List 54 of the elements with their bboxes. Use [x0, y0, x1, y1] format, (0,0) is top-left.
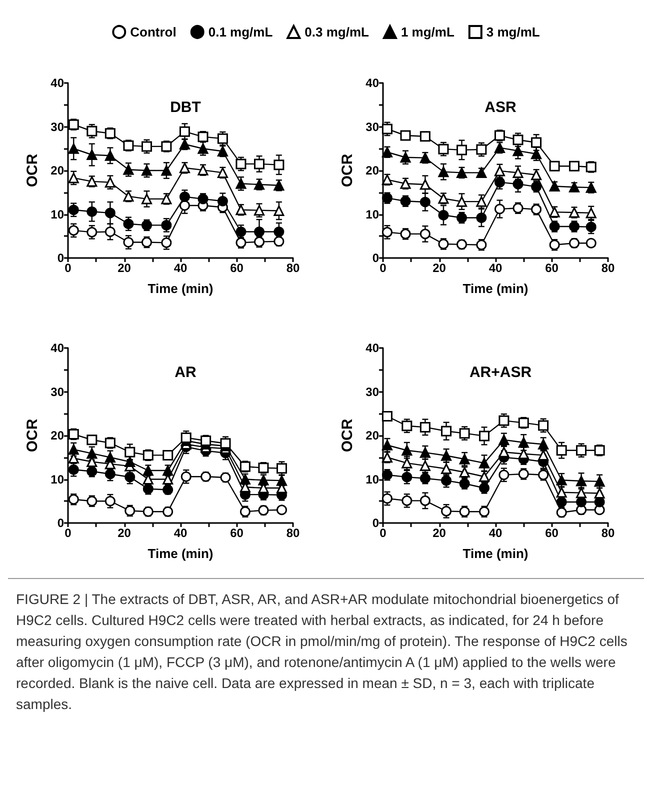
x-axis-title: Time (min) — [148, 546, 214, 561]
y-tick-label: 20 — [50, 164, 64, 178]
text: DBT — [170, 99, 201, 116]
x-tick-label: 20 — [118, 261, 132, 275]
y-tick-label: 10 — [366, 472, 380, 486]
y-tick-label: 30 — [50, 120, 64, 134]
y-tick-label: 10 — [366, 207, 380, 222]
text: ASR — [484, 99, 516, 116]
y-axis-title: OCR — [24, 418, 41, 452]
x-tick-label: 60 — [230, 261, 244, 275]
x-tick-label: 20 — [118, 526, 132, 540]
x-axis-title: Time (min) — [462, 546, 528, 561]
x-tick-label: 40 — [174, 261, 188, 275]
x-tick-label: 60 — [230, 526, 244, 540]
y-tick-label: 20 — [366, 164, 380, 178]
legend-label: Control — [130, 24, 176, 40]
y-tick-label: 10 — [50, 207, 64, 222]
x-tick-label: 80 — [601, 526, 615, 540]
y-tick-label: 10 — [50, 472, 64, 486]
y-tick-label: 40 — [366, 341, 380, 355]
y-axis-title: OCR — [24, 154, 41, 188]
x-tick-label: 60 — [545, 526, 559, 540]
y-tick-label: 20 — [50, 428, 64, 442]
y-tick-label: 0 — [57, 251, 64, 265]
y-tick-label: 0 — [372, 516, 380, 530]
x-tick-label: 40 — [488, 526, 502, 540]
y-tick-label: 0 — [372, 251, 380, 265]
x-tick-label: 40 — [488, 261, 502, 275]
legend-label: 3 mg/mL — [486, 24, 540, 40]
y-tick-label: 40 — [50, 76, 64, 90]
x-tick-label: 20 — [432, 526, 446, 540]
y-tick-label: 0 — [57, 516, 64, 530]
x-tick-label: 60 — [545, 261, 559, 275]
y-tick-label: 40 — [50, 341, 64, 355]
x-axis-title: Time (min) — [462, 281, 528, 296]
x-tick-label: 20 — [432, 261, 446, 275]
x-tick-label: 80 — [286, 526, 300, 540]
legend-label: 1 mg/mL — [400, 24, 454, 40]
y-axis-title: OCR — [339, 154, 356, 188]
y-tick-label: 30 — [50, 384, 64, 399]
y-tick-label: 40 — [366, 76, 380, 90]
caption: FIGURE 2 | The extracts of DBT, ASR, AR, and ASR+AR modulate mitochondrial bioenergetics of H9C2 cells. Cultured H9C2 cells were treated with herbal extracts, as indicated, for 24 h before measuring oxygen consumption rate (OCR in pmol/min/mg of protein). The response of H9C2 cells after oligomycin (1 μM), FCCP (3 μM), and rotenone/antimycin A (1 μM) applied to the wells were recorded. Blank is the naive cell. Data are expressed in mean ± SD, n = 3, each with triplicate samples. — [8, 578, 644, 725]
text: AR+ASR — [469, 364, 532, 381]
y-tick-label: 30 — [366, 120, 380, 134]
x-tick-label: 80 — [601, 261, 615, 275]
y-tick-label: 20 — [366, 428, 380, 442]
x-tick-label: 40 — [174, 526, 188, 540]
y-axis-title: OCR — [339, 418, 356, 452]
legend-label: 0.3 mg/mL — [304, 24, 370, 40]
y-tick-label: 30 — [366, 384, 380, 399]
x-axis-title: Time (min) — [148, 281, 214, 296]
text: AR — [174, 364, 196, 381]
legend-label: 0.1 mg/mL — [208, 24, 273, 40]
x-tick-label: 80 — [286, 261, 300, 275]
